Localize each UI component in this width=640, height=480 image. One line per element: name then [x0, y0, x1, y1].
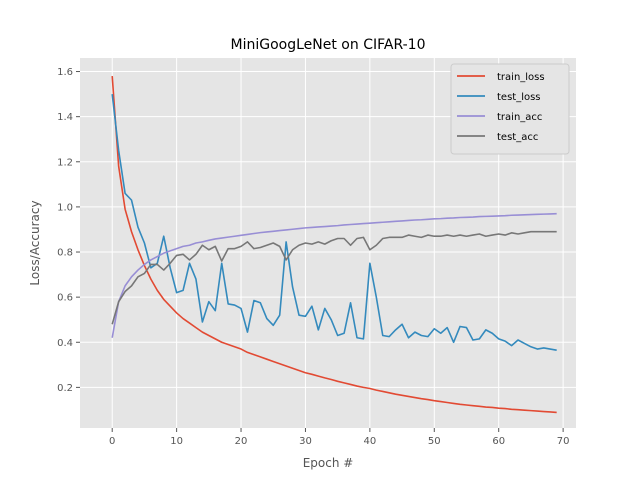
y-tick-label: 1.4 — [57, 112, 73, 123]
series-line-test-acc — [111, 230, 557, 325]
y-axis-label: Loss/Accuracy — [28, 200, 42, 285]
y-tick-label: 0.6 — [57, 293, 73, 304]
y-tick-label: 1.2 — [57, 157, 73, 168]
x-tick-label: 60 — [492, 436, 505, 447]
chart-title: MiniGoogLeNet on CIFAR-10 — [231, 37, 426, 53]
y-axis-ticks: 0.2 0.4 0.6 0.8 1.0 1.2 1.4 1.6 — [57, 67, 80, 394]
series-line-train-acc — [111, 212, 557, 338]
series-line-train-loss — [111, 75, 557, 414]
x-tick-label: 20 — [235, 436, 248, 447]
legend: train_loss test_loss train_acc test_acc — [450, 63, 570, 155]
y-tick-label: 1.0 — [57, 202, 73, 213]
x-axis-ticks: 0 10 20 30 40 50 60 70 — [109, 428, 569, 447]
series-lines — [111, 75, 557, 414]
legend-label: test_acc — [497, 132, 538, 143]
x-tick-label: 70 — [557, 436, 570, 447]
x-tick-label: 40 — [364, 436, 377, 447]
x-tick-label: 0 — [109, 436, 115, 447]
legend-box — [450, 63, 570, 155]
x-tick-label: 30 — [299, 436, 312, 447]
y-tick-label: 0.4 — [57, 338, 73, 349]
x-tick-label: 50 — [428, 436, 441, 447]
y-tick-label: 0.2 — [57, 383, 73, 394]
y-tick-label: 1.6 — [57, 67, 73, 78]
legend-label: test_loss — [497, 92, 541, 103]
x-tick-label: 10 — [170, 436, 183, 447]
legend-label: train_acc — [497, 112, 542, 123]
legend-label: train_loss — [497, 72, 545, 83]
x-axis-label: Epoch # — [303, 456, 354, 470]
series-line-test-loss — [111, 94, 557, 351]
y-tick-label: 0.8 — [57, 248, 73, 259]
